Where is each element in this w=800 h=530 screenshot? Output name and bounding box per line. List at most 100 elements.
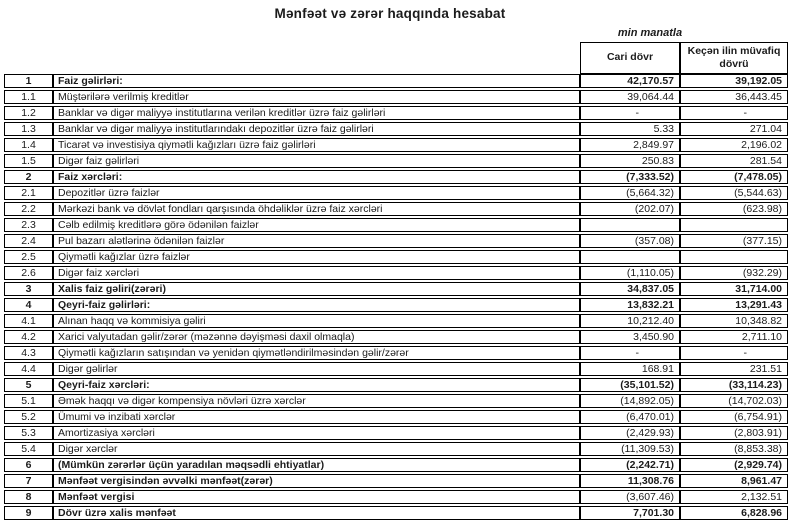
row-current-value: 11,308.76 bbox=[580, 474, 680, 488]
row-current-value: (2,242.71) bbox=[580, 458, 680, 472]
row-number: 1.2 bbox=[4, 106, 53, 120]
row-current-value: (202.07) bbox=[580, 202, 680, 216]
row-label: Cəlb edilmiş kreditlərə görə ödənilən fa… bbox=[53, 218, 580, 232]
row-number: 4.1 bbox=[4, 314, 53, 328]
row-number: 1 bbox=[4, 74, 53, 88]
row-number: 3 bbox=[4, 282, 53, 296]
page-title: Mənfəət və zərər haqqında hesabat bbox=[274, 6, 506, 21]
row-current-value: (2,429.93) bbox=[580, 426, 680, 440]
row-previous-value: 10,348.82 bbox=[680, 314, 788, 328]
table-row: 5.1 Əmək haqqı və digər kompensiya növlər… bbox=[4, 394, 788, 408]
row-previous-value: (6,754.91) bbox=[680, 410, 788, 424]
table-row: 5 Qeyri-faiz xərcləri: (35,101.52) (33,114.… bbox=[4, 378, 788, 392]
table-row: 4.2 Xarici valyutadan gəlir/zərər (məzənn… bbox=[4, 330, 788, 344]
table-row: 1.4 Ticarət və investisiya qiymətli kağız… bbox=[4, 138, 788, 152]
row-previous-value: 31,714.00 bbox=[680, 282, 788, 296]
row-previous-value: (932.29) bbox=[680, 266, 788, 280]
row-previous-value: (2,929.74) bbox=[680, 458, 788, 472]
row-number: 2 bbox=[4, 170, 53, 184]
row-previous-value bbox=[680, 218, 788, 232]
row-label: Xarici valyutadan gəlir/zərər (məzənnə d… bbox=[53, 330, 580, 344]
row-current-value: (3,607.46) bbox=[580, 490, 680, 504]
row-current-value: 7,701.30 bbox=[580, 506, 680, 520]
row-label: Alınan haqq və kommisiya gəliri bbox=[53, 314, 580, 328]
row-number: 5 bbox=[4, 378, 53, 392]
row-current-value bbox=[580, 250, 680, 264]
row-label: Müştərilərə verilmiş kreditlər bbox=[53, 90, 580, 104]
row-current-value: 13,832.21 bbox=[580, 298, 680, 312]
row-previous-value: 36,443.45 bbox=[680, 90, 788, 104]
row-previous-value bbox=[680, 250, 788, 264]
row-number: 7 bbox=[4, 474, 53, 488]
row-number: 4 bbox=[4, 298, 53, 312]
table-row: 4 Qeyri-faiz gəlirləri: 13,832.21 13,291.43 bbox=[4, 298, 788, 312]
table-row: 1.2 Banklar və digər maliyyə institutları… bbox=[4, 106, 788, 120]
row-current-value: (35,101.52) bbox=[580, 378, 680, 392]
row-previous-value: 271.04 bbox=[680, 122, 788, 136]
row-current-value: (6,470.01) bbox=[580, 410, 680, 424]
table-row: 2.4 Pul bazarı alətlərinə ödənilən faizlə… bbox=[4, 234, 788, 248]
row-previous-value: 231.51 bbox=[680, 362, 788, 376]
row-number: 4.2 bbox=[4, 330, 53, 344]
row-previous-value: 13,291.43 bbox=[680, 298, 788, 312]
row-current-value: 5.33 bbox=[580, 122, 680, 136]
table-row: 8 Mənfəət vergisi (3,607.46) 2,132.51 bbox=[4, 490, 788, 504]
row-previous-value: (623.98) bbox=[680, 202, 788, 216]
row-current-value: - bbox=[580, 346, 680, 360]
row-number: 8 bbox=[4, 490, 53, 504]
row-label: Əmək haqqı və digər kompensiya növləri ü… bbox=[53, 394, 580, 408]
row-number: 2.6 bbox=[4, 266, 53, 280]
table-row: 1.3 Banklar və digər maliyyə institutları… bbox=[4, 122, 788, 136]
row-current-value: (5,664.32) bbox=[580, 186, 680, 200]
row-label: Qeyri-faiz gəlirləri: bbox=[53, 298, 580, 312]
row-previous-value: (33,114.23) bbox=[680, 378, 788, 392]
table-row: 1.5 Digər faiz gəlirləri 250.83 281.54 bbox=[4, 154, 788, 168]
row-number: 1.4 bbox=[4, 138, 53, 152]
row-label: Digər faiz gəlirləri bbox=[53, 154, 580, 168]
row-current-value: (357.08) bbox=[580, 234, 680, 248]
table-row: 4.4 Digər gəlirlər 168.91 231.51 bbox=[4, 362, 788, 376]
row-previous-value: (2,803.91) bbox=[680, 426, 788, 440]
row-number: 5.4 bbox=[4, 442, 53, 456]
currency-unit-note: min manatla bbox=[617, 27, 683, 39]
row-previous-value: (8,853.38) bbox=[680, 442, 788, 456]
row-label: Mənfəət vergisi bbox=[53, 490, 580, 504]
period-header-row: Cari dövr Keçən ilin müvafiq dövrü bbox=[580, 42, 788, 74]
row-current-value: 39,064.44 bbox=[580, 90, 680, 104]
row-label: Xalis faiz gəliri(zərəri) bbox=[53, 282, 580, 296]
row-previous-value: - bbox=[680, 346, 788, 360]
column-header-current-period: Cari dövr bbox=[580, 42, 680, 74]
row-current-value: (7,333.52) bbox=[580, 170, 680, 184]
row-number: 2.1 bbox=[4, 186, 53, 200]
row-previous-value: 281.54 bbox=[680, 154, 788, 168]
row-number: 5.3 bbox=[4, 426, 53, 440]
row-label: Faiz gəlirləri: bbox=[53, 74, 580, 88]
row-previous-value: 6,828.96 bbox=[680, 506, 788, 520]
row-number: 2.5 bbox=[4, 250, 53, 264]
row-label: Ümumi və inzibati xərclər bbox=[53, 410, 580, 424]
row-previous-value: - bbox=[680, 106, 788, 120]
row-label: Mənfəət vergisindən əvvəlki mənfəət(zərə… bbox=[53, 474, 580, 488]
period-header-table: Cari dövr Keçən ilin müvafiq dövrü bbox=[580, 42, 788, 74]
table-row: 4.3 Qiymətli kağızların satışından və yen… bbox=[4, 346, 788, 360]
row-label: Mərkəzi bank və dövlət fondları qarşısın… bbox=[53, 202, 580, 216]
row-number: 5.1 bbox=[4, 394, 53, 408]
row-label: Depozitlər üzrə faizlər bbox=[53, 186, 580, 200]
row-current-value: 10,212.40 bbox=[580, 314, 680, 328]
table-row: 3 Xalis faiz gəliri(zərəri) 34,837.05 31,71… bbox=[4, 282, 788, 296]
row-label: Qiymətli kağızlar üzrə faizlər bbox=[53, 250, 580, 264]
row-label: Banklar və digər maliyyə institutlarına … bbox=[53, 106, 580, 120]
row-current-value: 2,849.97 bbox=[580, 138, 680, 152]
table-row: 2 Faiz xərcləri: (7,333.52) (7,478.05) bbox=[4, 170, 788, 184]
table-row: 4.1 Alınan haqq və kommisiya gəliri 10,212… bbox=[4, 314, 788, 328]
row-number: 1.3 bbox=[4, 122, 53, 136]
table-row: 5.3 Amortizasiya xərcləri (2,429.93) (2,803… bbox=[4, 426, 788, 440]
table-row: 6 (Mümkün zərərlər üçün yaradılan məqsədl… bbox=[4, 458, 788, 472]
row-current-value: 3,450.90 bbox=[580, 330, 680, 344]
row-number: 9 bbox=[4, 506, 53, 520]
row-current-value: - bbox=[580, 106, 680, 120]
table-row: 1 Faiz gəlirləri: 42,170.57 39,192.05 bbox=[4, 74, 788, 88]
row-previous-value: 2,132.51 bbox=[680, 490, 788, 504]
row-label: Digər faiz xərcləri bbox=[53, 266, 580, 280]
